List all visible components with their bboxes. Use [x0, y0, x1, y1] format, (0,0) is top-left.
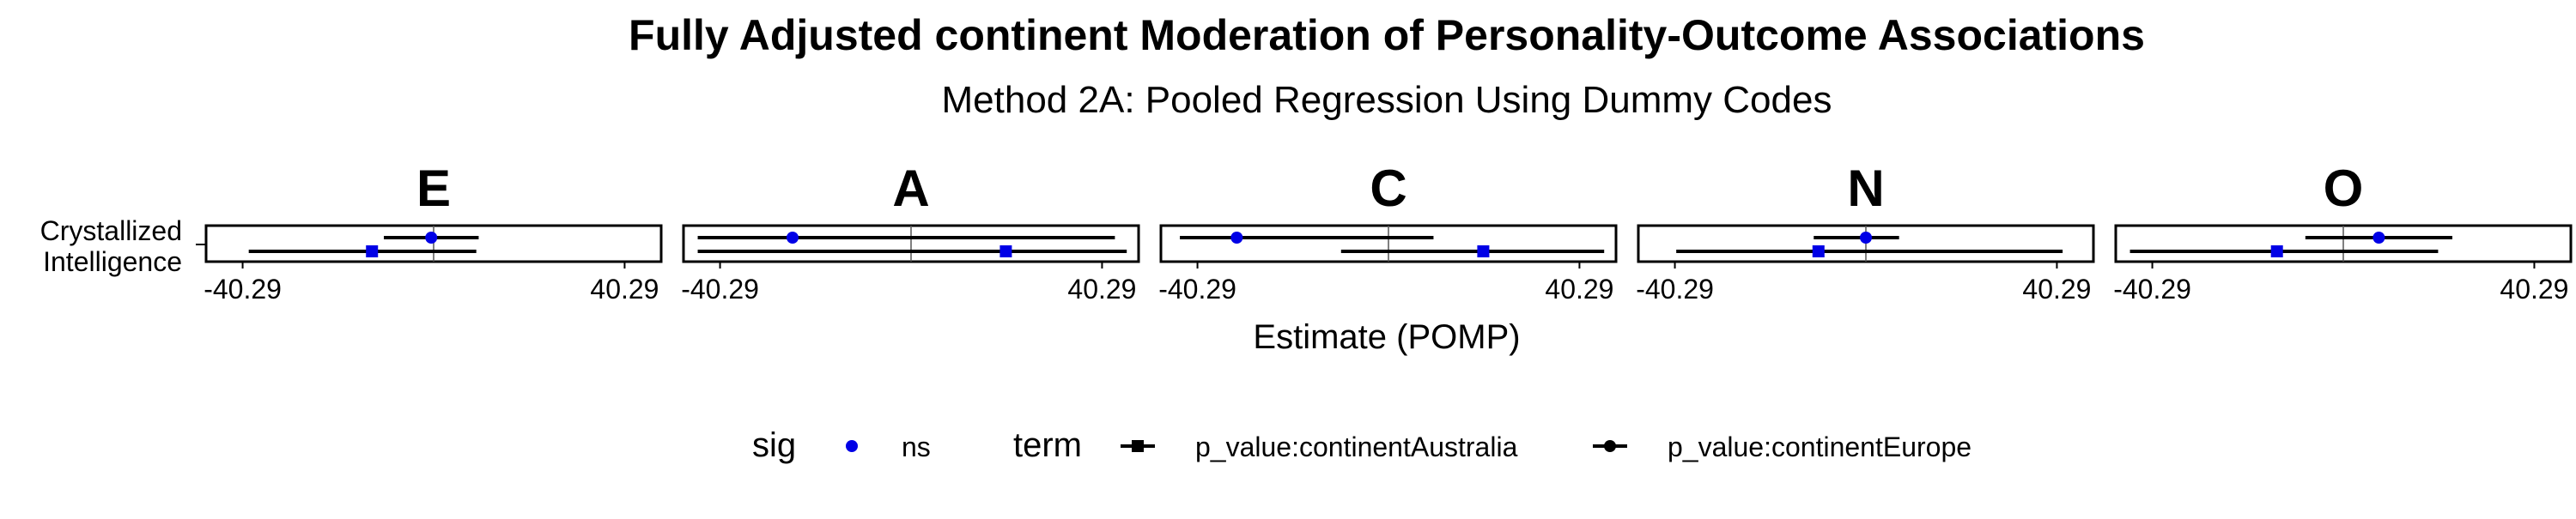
chart-title: Fully Adjusted continent Moderation of P…: [629, 11, 2145, 59]
legend: sig ns term p_value:continentAustralia p_val…: [752, 426, 1971, 464]
x-tick-label: 40.29: [2022, 274, 2091, 305]
x-tick-label: -40.29: [1636, 274, 1714, 305]
legend-sig-title: sig: [752, 426, 796, 464]
facet-panel-C: C -40.29 40.29: [1158, 160, 1618, 305]
estimate-point-square: [1477, 245, 1490, 257]
facet-label-A: A: [892, 160, 929, 217]
estimate-point-square: [2270, 245, 2283, 257]
legend-term-key-square: [1132, 440, 1144, 452]
estimate-point-square: [1812, 245, 1825, 257]
x-tick-label: -40.29: [2113, 274, 2191, 305]
x-tick-label: 40.29: [590, 274, 659, 305]
estimate-point-circle: [1860, 232, 1872, 244]
facet-panel-N: N -40.29 40.29: [1636, 160, 2095, 305]
estimate-point-circle: [425, 232, 438, 244]
facets-group: E -40.29 40.29 A -40.29 40.29 C -40.29 40.29 N -40…: [204, 160, 2573, 305]
x-tick-label: -40.29: [681, 274, 759, 305]
x-tick-label: 40.29: [2500, 274, 2568, 305]
legend-sig-key: [846, 440, 858, 452]
facet-panel-A: A -40.29 40.29: [681, 160, 1140, 305]
facet-label-C: C: [1370, 160, 1406, 217]
estimate-point-circle: [2372, 232, 2385, 244]
y-category-label-line2: Intelligence: [43, 246, 182, 277]
estimate-point-circle: [1230, 232, 1243, 244]
x-tick-label: -40.29: [204, 274, 282, 305]
legend-term-title: term: [1013, 426, 1082, 464]
x-tick-label: 40.29: [1067, 274, 1136, 305]
y-category-label-line1: Crystallized: [40, 215, 182, 246]
x-axis-title: Estimate (POMP): [1253, 318, 1520, 356]
facet-label-E: E: [416, 160, 451, 217]
x-tick-label: -40.29: [1158, 274, 1236, 305]
estimate-point-circle: [786, 232, 799, 244]
facet-label-N: N: [1847, 160, 1884, 217]
facet-panel-E: E -40.29 40.29: [204, 160, 663, 305]
legend-term-item: p_value:continentAustralia: [1195, 431, 1518, 462]
chart-subtitle: Method 2A: Pooled Regression Using Dummy…: [942, 79, 1832, 121]
estimate-point-square: [366, 245, 379, 257]
legend-term-item: p_value:continentEurope: [1668, 431, 1971, 462]
x-tick-label: 40.29: [1545, 274, 1613, 305]
facet-panel-O: O -40.29 40.29: [2113, 160, 2573, 305]
legend-term-key-circle: [1604, 440, 1616, 452]
legend-sig-item: ns: [902, 431, 931, 462]
estimate-point-square: [999, 245, 1012, 257]
facet-label-O: O: [2324, 160, 2364, 217]
